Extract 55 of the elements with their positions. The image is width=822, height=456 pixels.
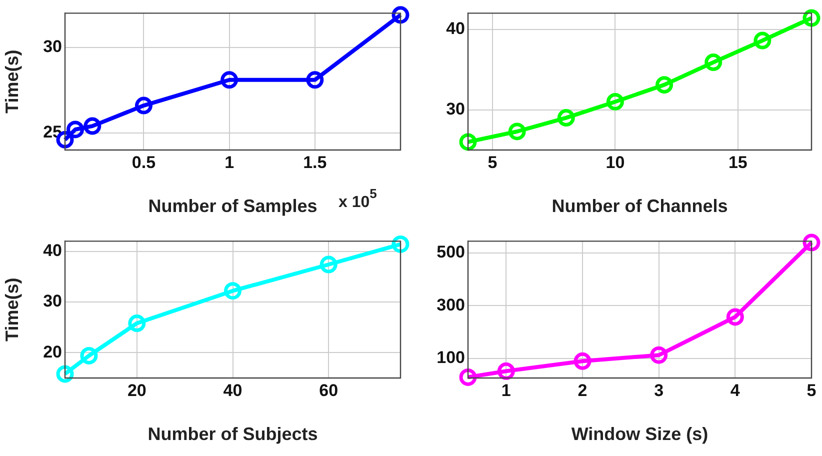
point xyxy=(802,9,820,27)
x-axis-title: Window Size (s) xyxy=(571,424,708,444)
point xyxy=(84,117,102,135)
x-tick-label: 0.5 xyxy=(132,152,156,172)
point xyxy=(134,96,152,114)
y-tick-label: 300 xyxy=(436,295,465,314)
point xyxy=(66,120,84,138)
point xyxy=(802,234,820,252)
x-axis-title: Number of Channels xyxy=(552,196,728,216)
point xyxy=(557,109,575,127)
point xyxy=(80,346,98,364)
x-tick-label: 15 xyxy=(728,152,748,172)
point xyxy=(650,346,668,364)
x-tick-label: 1 xyxy=(224,152,234,172)
y-tick-label: 20 xyxy=(43,342,62,362)
x-axis-title: Number of Samples xyxy=(148,196,318,216)
y-tick-label: 30 xyxy=(446,99,465,118)
x-tick-label: 1.5 xyxy=(303,152,327,172)
y-tick-label: 500 xyxy=(436,242,465,262)
point xyxy=(459,368,477,386)
x-tick-label: 5 xyxy=(806,380,816,400)
point xyxy=(220,71,238,89)
x-tick-label: 1 xyxy=(501,380,511,400)
x-tick-label: 10 xyxy=(606,152,625,172)
y-tick-label: 30 xyxy=(43,292,62,311)
x-tick-label: 3 xyxy=(654,380,664,400)
y-axis-title: Time(s) xyxy=(2,278,22,342)
point xyxy=(606,92,624,110)
point xyxy=(574,352,592,370)
point xyxy=(704,54,722,72)
x-tick-label: 60 xyxy=(319,380,338,400)
x-tick-label: 40 xyxy=(223,380,242,400)
point xyxy=(56,365,74,383)
point xyxy=(656,76,674,94)
x-axis-title: Number of Subjects xyxy=(148,424,318,444)
point xyxy=(726,308,744,326)
y-tick-label: 40 xyxy=(43,241,62,260)
point xyxy=(392,235,410,253)
x-tick-label: 4 xyxy=(730,380,740,400)
y-tick-label: 30 xyxy=(43,37,62,56)
point xyxy=(508,122,526,140)
point xyxy=(392,6,410,24)
point xyxy=(224,282,242,300)
point xyxy=(128,314,146,332)
x-tick-label: 20 xyxy=(127,380,146,400)
x-tick-label: 2 xyxy=(578,380,588,400)
x-tick-label: 5 xyxy=(488,152,498,172)
point xyxy=(754,32,772,50)
y-tick-label: 40 xyxy=(446,18,465,38)
point xyxy=(320,256,338,274)
y-axis-title: Time(s) xyxy=(2,50,22,114)
point xyxy=(306,71,324,89)
point xyxy=(497,362,515,380)
y-tick-label: 100 xyxy=(436,348,465,367)
point xyxy=(459,133,477,151)
